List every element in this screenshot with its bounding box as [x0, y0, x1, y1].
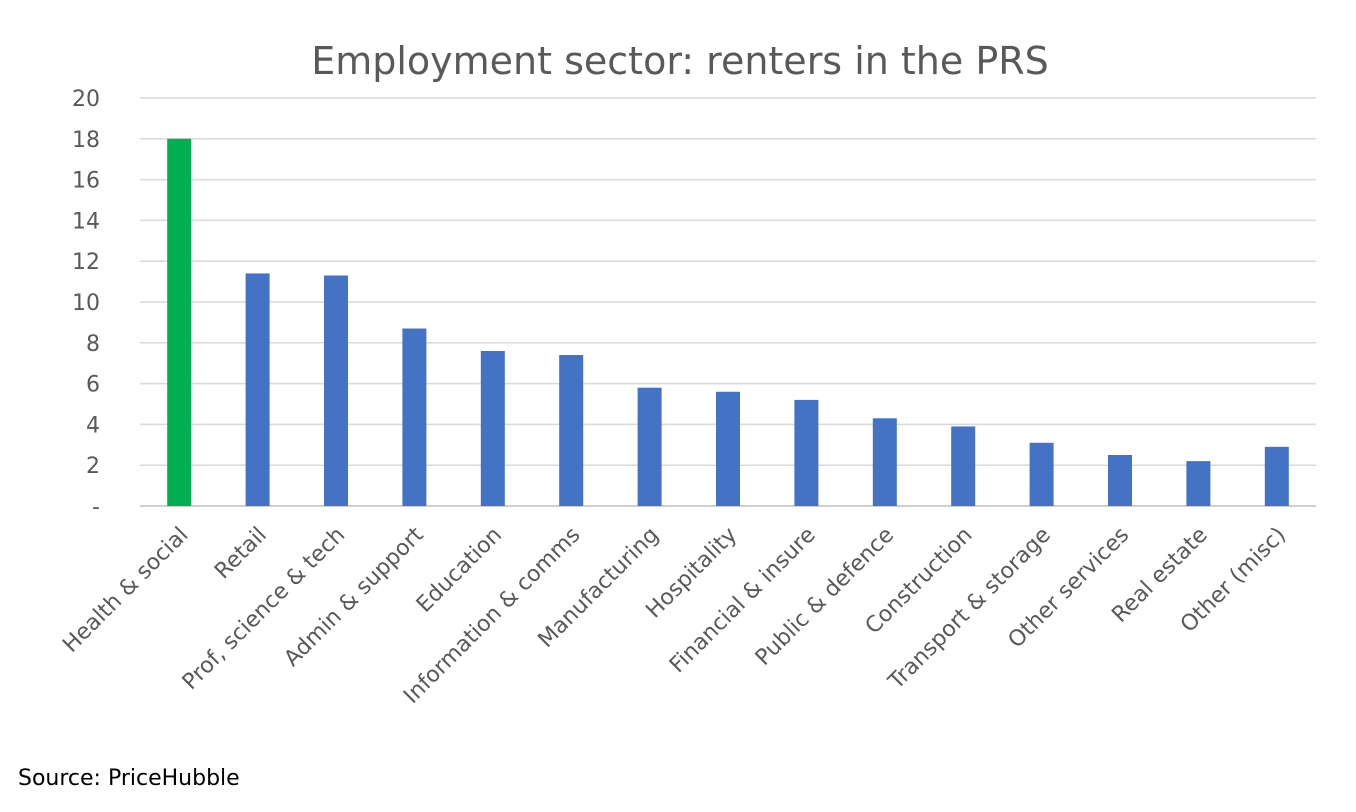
y-tick-label: 20 [72, 87, 100, 112]
chart-svg: Employment sector: renters in the PRS - 2… [58, 39, 1316, 709]
x-tick-label: Health & social [58, 523, 193, 658]
y-tick-label: - [92, 495, 100, 520]
chart-title: Employment sector: renters in the PRS [311, 39, 1049, 83]
bar [402, 328, 427, 506]
y-tick-label: 4 [86, 413, 100, 438]
bar [167, 138, 192, 507]
x-tick-label: Retail [210, 523, 272, 585]
x-tick-label: Public & defence [751, 523, 899, 671]
bar [324, 275, 348, 506]
bar [480, 350, 505, 506]
y-tick-label: 16 [72, 169, 100, 194]
y-tick-label: 8 [86, 332, 100, 357]
source-note: Source: PriceHubble [18, 766, 240, 791]
y-axis-ticks: - 2 4 6 8 10 12 14 16 18 20 [72, 87, 100, 520]
bar [794, 399, 819, 506]
x-tick-label: Financial & insure [665, 523, 821, 679]
bar [559, 355, 584, 506]
y-tick-label: 14 [72, 209, 100, 234]
bar [1186, 461, 1211, 506]
y-tick-label: 2 [86, 454, 100, 479]
y-tick-label: 12 [72, 250, 100, 275]
bar [637, 387, 662, 506]
bar [872, 418, 897, 506]
y-tick-label: 6 [86, 373, 100, 398]
bar [1029, 442, 1054, 506]
bars [167, 138, 1289, 507]
bar [1108, 455, 1132, 506]
y-tick-label: 10 [72, 291, 100, 316]
bar [716, 391, 740, 506]
bar [951, 426, 976, 506]
x-tick-label: Admin & support [280, 522, 429, 671]
bar [245, 273, 270, 506]
y-tick-label: 18 [72, 128, 100, 153]
bar [1264, 446, 1289, 506]
